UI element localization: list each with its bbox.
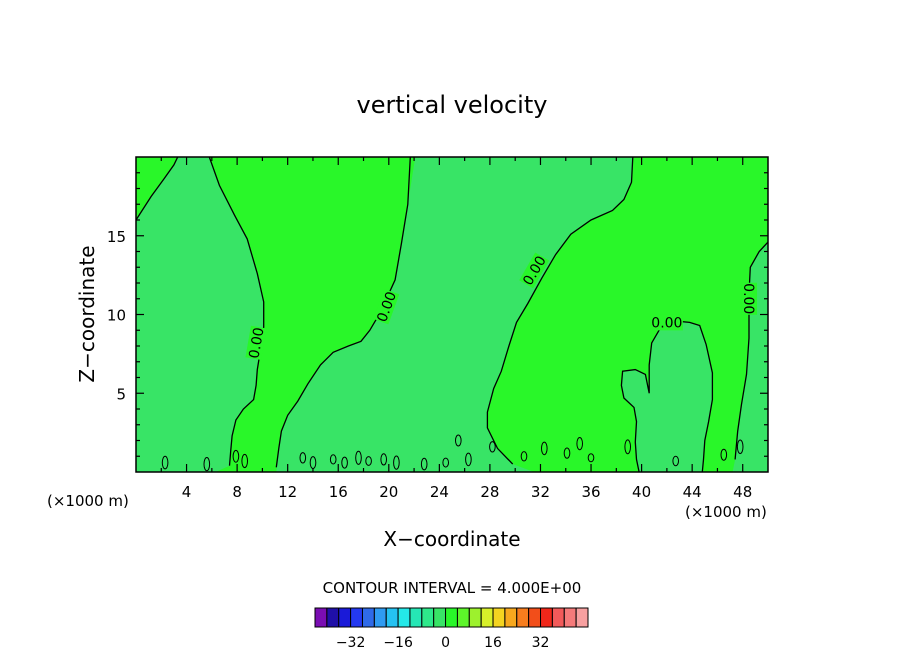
contour-blob: [576, 437, 584, 451]
contour-blob: [341, 456, 348, 469]
x-tick-label: 32: [531, 483, 550, 501]
contour-interval-text: CONTOUR INTERVAL = 4.000E+00: [323, 579, 582, 597]
colorbar-swatch: [551, 607, 565, 628]
x-tick-label: 8: [232, 483, 242, 501]
contour-label: 0.00: [651, 315, 682, 331]
contour-blob: [241, 453, 248, 469]
zero-contour-line: [486, 156, 634, 465]
colorbar-swatch: [575, 607, 589, 628]
x-axis-label: X−coordinate: [383, 527, 520, 551]
plot-area: 0.000.000.000.000.00: [135, 156, 769, 473]
colorbar-tick-label: 16: [484, 635, 502, 651]
contour-blob: [587, 453, 595, 463]
x-tick-label: 36: [581, 483, 600, 501]
colorbar-tick-label: −16: [383, 635, 413, 651]
contour-labels: 0.000.000.000.000.00: [245, 252, 758, 360]
contour-blob: [329, 454, 337, 465]
contour-blob: [672, 455, 680, 467]
contour-blob: [465, 452, 472, 467]
contour-blob: [203, 457, 211, 472]
contour-blob: [520, 451, 528, 462]
colorbar-swatch: [373, 607, 387, 628]
contour-label: 0.00: [246, 326, 267, 359]
contour-blob: [161, 455, 169, 470]
contour-blob: [489, 441, 496, 453]
colorbar-swatch: [361, 607, 375, 628]
colorbar-swatch: [528, 607, 542, 628]
zero-contour-line: [734, 241, 769, 460]
contour-label-bg: [245, 325, 267, 360]
x-tick-label: 24: [430, 483, 449, 501]
x-tick-label: 40: [632, 483, 651, 501]
axis-ticks: [136, 157, 768, 472]
colorbar-swatch: [468, 607, 482, 628]
downdraft-region: [136, 157, 768, 472]
colorbar-swatch: [338, 607, 352, 628]
colorbar-tick-label: 0: [441, 635, 450, 651]
colorbar-swatch: [480, 607, 494, 628]
contour-regions: [136, 157, 768, 472]
contour-blob: [365, 456, 372, 466]
contour-label-bg: [741, 282, 758, 315]
contour-label-bg: [373, 288, 400, 325]
x-tick-label: 44: [683, 483, 702, 501]
colorbar-swatch: [314, 607, 328, 628]
colorbar-tick-label: −32: [336, 635, 366, 651]
colorbar-swatch: [445, 607, 458, 628]
contour-blob: [455, 434, 462, 447]
x-tick-label: 48: [733, 483, 752, 501]
zero-contour-lines: [135, 156, 769, 473]
contour-blob: [442, 457, 450, 468]
colorbar-swatch: [540, 607, 553, 628]
contour-label-bg: [650, 314, 683, 331]
x-tick-label: 12: [278, 483, 297, 501]
colorbar: [314, 607, 589, 628]
contour-label-bg: [519, 252, 550, 289]
zero-contour-line: [275, 156, 411, 468]
contour-blob: [563, 447, 571, 459]
colorbar-swatch: [385, 607, 399, 628]
colorbar-swatch: [456, 607, 470, 628]
zero-contour-line: [135, 156, 179, 221]
contour-blob: [420, 457, 428, 471]
colorbar-swatch: [409, 607, 423, 628]
colorbar-swatch: [504, 607, 518, 628]
y-tick-labels: 5 10 15: [107, 228, 126, 404]
colorbar-swatch: [433, 607, 447, 628]
contour-label: 0.00: [740, 283, 756, 314]
x-unit-left: (×1000 m): [47, 492, 129, 510]
y-tick-label: 5: [116, 385, 126, 403]
colorbar-tick-labels: −32 −16 0 16 32: [336, 635, 550, 651]
y-tick-label: 10: [107, 307, 126, 325]
x-tick-labels: 4 8 12 16 20 24 28 32 36 40 44 48: [182, 483, 752, 501]
colorbar-swatch: [326, 607, 340, 628]
contour-blob: [355, 450, 362, 465]
colorbar-swatch: [492, 607, 506, 628]
zero-contour-line: [620, 320, 714, 473]
contour-blob: [736, 439, 744, 455]
colorbar-swatch: [516, 607, 530, 628]
contour-blob: [541, 441, 548, 456]
y-axis-label: Z−coordinate: [75, 245, 99, 382]
contour-blob: [720, 448, 728, 461]
contour-blob: [380, 453, 388, 466]
contour-blob: [393, 455, 400, 470]
x-tick-label: 20: [379, 483, 398, 501]
contour-blob: [624, 439, 632, 455]
colorbar-tick-label: 32: [532, 635, 550, 651]
x-unit-right: (×1000 m): [685, 503, 767, 521]
contour-blob: [232, 449, 240, 463]
colorbar-swatch: [421, 607, 435, 628]
colorbar-swatch: [563, 607, 577, 628]
y-tick-label: 15: [107, 228, 126, 246]
colorbar-swatch: [350, 607, 363, 628]
x-tick-label: 16: [329, 483, 348, 501]
chart-title: vertical velocity: [357, 91, 548, 119]
x-tick-label: 28: [480, 483, 499, 501]
x-tick-label: 4: [182, 483, 192, 501]
colorbar-swatch: [397, 607, 411, 628]
contour-blob: [299, 452, 307, 464]
